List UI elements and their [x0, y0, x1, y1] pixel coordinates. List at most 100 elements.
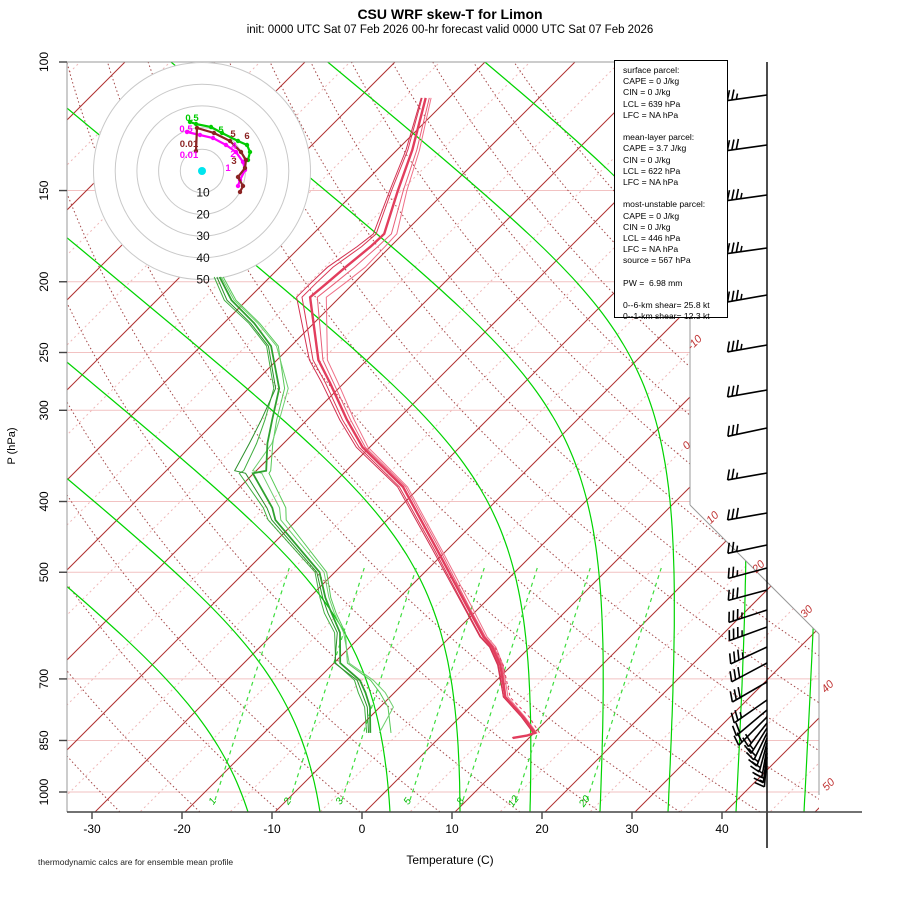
wind-barb-full — [732, 651, 736, 663]
y-axis-tick-label: 150 — [37, 180, 51, 200]
hodograph-trace-marker — [238, 149, 244, 155]
dry-adiabat-line — [228, 62, 819, 812]
mixing-ratio-label: 1 — [207, 796, 219, 807]
wind-barb — [743, 727, 768, 754]
wind-barb-full — [728, 630, 731, 641]
wind-barb-half — [757, 769, 763, 774]
y-axis-tick-label: 250 — [37, 342, 51, 362]
wind-barb — [728, 626, 768, 642]
hodograph-ring-label: 50 — [196, 273, 210, 287]
dewpoint-member-trace — [220, 276, 394, 734]
wind-barb-full — [732, 610, 735, 621]
wind-barb-full — [735, 188, 740, 200]
parcel-info-line: LCL = 639 hPa — [623, 98, 681, 109]
wind-barb — [726, 507, 768, 521]
hodograph-trace-marker — [187, 119, 193, 125]
wind-barb-full — [744, 733, 752, 744]
wind-barb-full — [726, 386, 731, 398]
parcel-info-line: 0--1-km shear= 12.3 kt — [623, 311, 710, 322]
wind-barb-full — [727, 542, 731, 554]
wind-barb-shaft — [727, 294, 768, 303]
wind-barb-full — [753, 777, 764, 784]
hodograph-trace-marker — [211, 130, 217, 136]
isotherm-line — [451, 62, 819, 812]
hodograph-trace-marker — [197, 132, 203, 138]
dewpoint-member-trace — [216, 276, 369, 733]
wind-barb-full — [731, 725, 738, 736]
wind-barb-shaft — [727, 427, 768, 438]
y-axis-tick-label: 100 — [37, 52, 51, 72]
wind-barb-full — [726, 341, 731, 353]
mixing-ratio-line — [409, 567, 485, 801]
mixing-ratio-label: 5 — [402, 796, 414, 807]
wind-barb-full — [754, 781, 765, 788]
parcel-info-line: LCL = 622 hPa — [623, 165, 681, 176]
wind-barb-full — [728, 611, 730, 623]
wind-barb-full — [737, 649, 740, 661]
wind-barb-shaft — [727, 247, 768, 255]
hodograph-trace-brown — [194, 126, 248, 193]
mixing-ratio-label: 20 — [577, 793, 593, 810]
hodograph-height-label: 5 — [218, 125, 224, 136]
isotherm-minor-line — [766, 62, 819, 812]
parcel-info-line: CAPE = 0 J/kg — [623, 76, 680, 87]
wind-barb-shaft — [727, 94, 768, 102]
wind-barb-shaft — [735, 709, 768, 737]
isotherm-line — [721, 62, 819, 812]
moist-adiabat-line — [67, 217, 461, 812]
footnote: thermodynamic calcs are for ensemble mea… — [38, 857, 234, 867]
wind-barb — [733, 716, 768, 746]
wind-barb — [754, 756, 768, 788]
wind-barb-half — [749, 744, 755, 751]
wind-barb-full — [731, 139, 735, 151]
parcel-info-line: surface parcel: — [623, 65, 680, 75]
parcel-info-line: CIN = 0 J/kg — [623, 87, 671, 98]
isotherm-label: 20 — [750, 558, 768, 576]
chart-subtitle: init: 0000 UTC Sat 07 Feb 2026 00-hr for… — [246, 24, 654, 36]
wind-barb — [728, 646, 768, 665]
wind-barb-full — [734, 709, 739, 721]
wind-barb-full — [735, 507, 739, 519]
dry-adiabat-line — [67, 265, 521, 812]
wind-barb-full — [737, 666, 741, 678]
isotherm-label: 0 — [680, 439, 693, 452]
hodograph-trace-marker — [208, 124, 214, 130]
y-axis-tick-label: 400 — [37, 491, 51, 511]
x-axis-tick-label: 40 — [715, 822, 729, 836]
wind-barb-full — [735, 241, 740, 253]
wind-barb-full — [735, 423, 739, 435]
temperature-member-trace — [296, 97, 534, 739]
parcel-info-line: 0--6-km shear= 25.8 kt — [623, 300, 710, 311]
wind-barb-full — [735, 138, 740, 150]
x-axis-tick-label: 20 — [535, 822, 549, 836]
wind-barb-full — [743, 744, 752, 754]
isotherm-line — [631, 62, 819, 812]
parcel-info-line — [623, 188, 727, 199]
wind-barb-full — [726, 509, 731, 521]
wind-barb-full — [731, 588, 735, 600]
dry-adiabat-line — [35, 806, 41, 812]
hodograph-trace-marker — [193, 148, 199, 154]
wind-barb-full — [735, 722, 741, 734]
hodograph-trace-marker — [227, 138, 233, 144]
isotherm-label: -10 — [685, 332, 705, 352]
wind-barb-shaft — [727, 544, 768, 555]
wind-barb-half — [739, 711, 743, 718]
mixing-ratio-label: 2 — [281, 796, 294, 808]
wind-barb — [726, 468, 768, 481]
hodograph-height-label: 0.01 — [180, 150, 199, 161]
wind-barb-shaft — [727, 144, 768, 152]
hodograph-trace-marker — [242, 165, 248, 171]
wind-barb-full — [731, 189, 735, 201]
wind-barb-shaft — [728, 589, 768, 602]
parcel-info-line: PW = 6.98 mm — [623, 277, 683, 288]
hodograph-trace-marker — [235, 138, 241, 144]
wind-barb-half — [740, 192, 743, 199]
y-axis-tick-label: 500 — [37, 562, 51, 582]
dry-adiabat-line — [472, 62, 819, 812]
wind-barb-shaft — [727, 389, 768, 398]
wind-barb-full — [731, 566, 735, 578]
